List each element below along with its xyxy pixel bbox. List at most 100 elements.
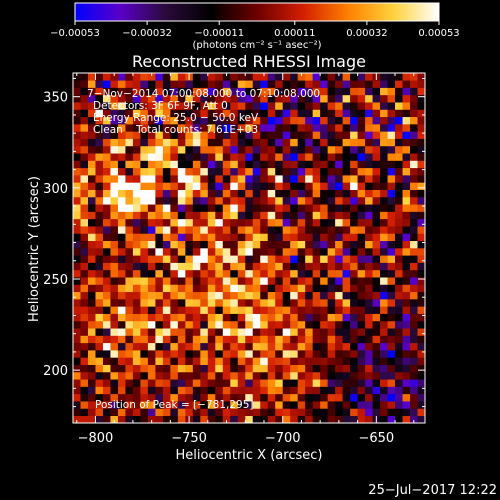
heatmap-cell xyxy=(222,153,231,161)
heatmap-cell xyxy=(147,138,156,147)
heatmap-cell xyxy=(365,116,373,125)
heatmap-cell xyxy=(387,73,396,81)
heatmap-cell xyxy=(417,116,425,125)
heatmap-cell xyxy=(215,211,224,220)
heatmap-cell xyxy=(230,284,239,293)
heatmap-cell xyxy=(177,189,186,198)
heatmap-cell xyxy=(372,87,381,96)
heatmap-cell xyxy=(365,102,373,110)
heatmap-cell xyxy=(200,124,209,132)
heatmap-cell xyxy=(102,87,111,96)
heatmap-cell xyxy=(372,204,381,212)
heatmap-cell xyxy=(125,116,134,125)
heatmap-cell xyxy=(290,124,298,132)
heatmap-cell xyxy=(215,226,224,234)
heatmap-cell xyxy=(320,196,328,205)
heatmap-cell xyxy=(342,131,351,139)
heatmap-cell xyxy=(230,131,239,139)
heatmap-cell xyxy=(267,145,276,154)
heatmap-cell xyxy=(162,262,171,271)
heatmap-cell xyxy=(192,116,201,125)
heatmap-cell xyxy=(230,408,239,417)
heatmap-cell xyxy=(282,335,291,344)
heatmap-cell xyxy=(395,408,403,417)
heatmap-cell xyxy=(342,291,351,300)
heatmap-cell xyxy=(102,248,111,256)
chart-title: Reconstructed RHESSI Image xyxy=(132,52,366,71)
heatmap-cell xyxy=(155,80,164,88)
heatmap-cell xyxy=(73,182,81,190)
heatmap-cell xyxy=(372,335,381,344)
heatmap-cell xyxy=(140,218,149,227)
heatmap-cell xyxy=(327,189,336,198)
heatmap-cell xyxy=(230,226,239,234)
heatmap-cell xyxy=(200,175,209,183)
heatmap-cell xyxy=(147,109,156,118)
heatmap-cell xyxy=(282,248,291,256)
heatmap-cell xyxy=(177,145,186,154)
heatmap-cell xyxy=(230,233,239,242)
heatmap-cell xyxy=(402,73,411,81)
heatmap-cell xyxy=(162,379,171,387)
heatmap-cell xyxy=(110,240,119,249)
heatmap-cell xyxy=(162,320,171,329)
heatmap-cell xyxy=(320,182,328,190)
heatmap-cell xyxy=(357,109,366,118)
heatmap-cell xyxy=(417,102,425,110)
heatmap-cell xyxy=(380,80,388,88)
heatmap-cell xyxy=(267,357,276,365)
heatmap-cell xyxy=(290,335,298,344)
heatmap-cell xyxy=(222,262,231,271)
heatmap-cell xyxy=(185,306,194,314)
heatmap-cell xyxy=(177,87,186,96)
heatmap-cell xyxy=(110,102,119,110)
heatmap-cell xyxy=(200,248,209,256)
heatmap-cell xyxy=(395,145,403,154)
heatmap-cell xyxy=(222,357,231,365)
heatmap-cell xyxy=(312,138,321,147)
heatmap-cell xyxy=(192,211,201,220)
heatmap-cell xyxy=(335,350,343,358)
heatmap-cell xyxy=(170,277,179,285)
heatmap-cell xyxy=(87,357,96,365)
heatmap-cell xyxy=(117,357,126,365)
heatmap-cell xyxy=(290,408,298,417)
heatmap-cell xyxy=(297,116,306,125)
heatmap-cell xyxy=(80,94,89,103)
heatmap-cell xyxy=(252,131,261,139)
heatmap-cell xyxy=(73,299,81,307)
heatmap-cell xyxy=(110,342,119,351)
heatmap-cell xyxy=(320,262,328,271)
heatmap-cell xyxy=(95,371,104,380)
heatmap-cell xyxy=(207,306,216,314)
heatmap-cell xyxy=(282,80,291,88)
heatmap-cell xyxy=(170,262,179,271)
heatmap-cell xyxy=(395,284,403,293)
heatmap-cell xyxy=(192,145,201,154)
heatmap-cell xyxy=(170,204,179,212)
heatmap-cell xyxy=(222,94,231,103)
heatmap-cell xyxy=(260,335,269,344)
heatmap-cell xyxy=(267,248,276,256)
heatmap-cell xyxy=(380,160,388,169)
heatmap-cell xyxy=(185,364,194,373)
heatmap-cell xyxy=(95,124,104,132)
heatmap-cell xyxy=(402,248,411,256)
heatmap-cell xyxy=(207,182,216,190)
heatmap-cell xyxy=(222,218,231,227)
heatmap-cell xyxy=(260,284,269,293)
heatmap-cell xyxy=(372,153,381,161)
heatmap-cell xyxy=(410,306,418,314)
heatmap-cell xyxy=(342,182,351,190)
heatmap-cell xyxy=(297,131,306,139)
heatmap-cell xyxy=(132,204,141,212)
heatmap-cell xyxy=(372,109,381,118)
heatmap-cell xyxy=(245,87,254,96)
heatmap-cell xyxy=(73,379,81,387)
heatmap-cell xyxy=(327,218,336,227)
heatmap-cell xyxy=(327,204,336,212)
heatmap-cell xyxy=(365,211,373,220)
heatmap-cell xyxy=(237,145,246,154)
heatmap-cell xyxy=(282,401,291,409)
heatmap-cell xyxy=(110,175,119,183)
